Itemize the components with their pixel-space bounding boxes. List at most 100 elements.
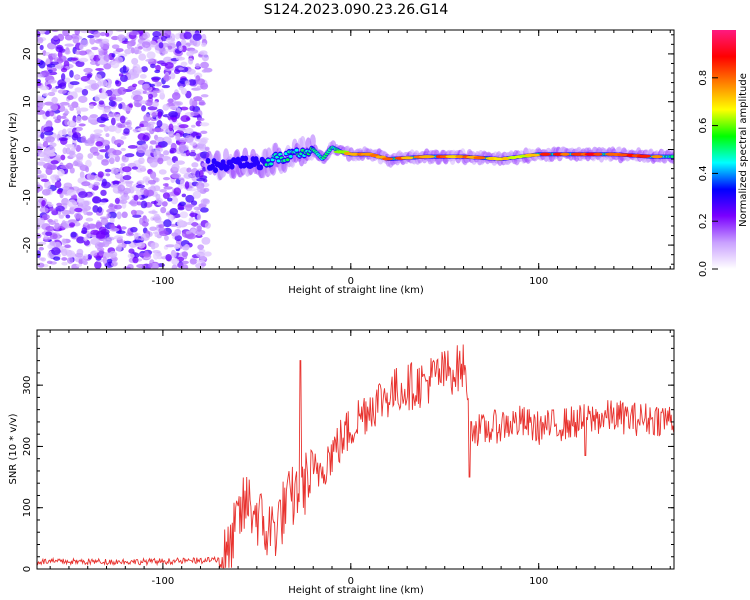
noise-blob bbox=[89, 174, 96, 180]
noise-blob bbox=[103, 63, 112, 70]
noise-blob bbox=[132, 239, 143, 244]
noise-blob bbox=[58, 137, 69, 142]
noise-blob bbox=[66, 189, 76, 196]
noise-blob bbox=[196, 260, 206, 264]
x-tick-label: -100 bbox=[152, 576, 175, 587]
y-tick-label: 20 bbox=[22, 48, 33, 61]
ridge-peak bbox=[381, 157, 394, 161]
noise-blob bbox=[41, 70, 50, 77]
noise-blob bbox=[102, 256, 108, 265]
noise-blob bbox=[91, 234, 97, 238]
noise-blob bbox=[150, 242, 160, 249]
noise-blob bbox=[39, 207, 49, 213]
colorbar-tick-label: 0.6 bbox=[698, 118, 709, 134]
noise-blob bbox=[199, 256, 207, 261]
snr-y-axis-label: SNR (10 * v/v) bbox=[8, 413, 19, 484]
noise-blob bbox=[171, 163, 180, 172]
noise-blob bbox=[115, 230, 126, 235]
noise-blob bbox=[120, 226, 127, 230]
noise-blob bbox=[180, 61, 188, 67]
noise-blob bbox=[86, 223, 97, 229]
noise-blob bbox=[144, 218, 150, 223]
noise-blob bbox=[139, 217, 144, 225]
noise-blob bbox=[119, 199, 128, 204]
snr-x-axis-label: Height of straight line (km) bbox=[288, 585, 424, 596]
noise-blob bbox=[152, 89, 162, 94]
snr-panel: -100 0 100 0 100 200 300 Height of straight li… bbox=[8, 329, 675, 596]
noise-blob bbox=[38, 157, 49, 162]
noise-blob bbox=[45, 225, 55, 232]
noise-blob bbox=[124, 180, 134, 184]
noise-blob bbox=[100, 217, 109, 226]
noise-blob bbox=[142, 31, 151, 39]
noise-blob bbox=[196, 185, 205, 193]
noise-blob bbox=[122, 166, 132, 173]
noise-blob bbox=[189, 105, 196, 112]
noise-blob bbox=[191, 162, 199, 168]
noise-blob bbox=[148, 93, 154, 99]
noise-blob bbox=[204, 146, 210, 151]
y-tick-label: 300 bbox=[22, 376, 33, 395]
noise-blob bbox=[61, 257, 68, 261]
noise-blob bbox=[112, 149, 122, 156]
noise-blob bbox=[45, 136, 55, 143]
noise-blob bbox=[83, 236, 88, 242]
ridge-peak bbox=[473, 156, 486, 160]
noise-blob bbox=[155, 197, 164, 206]
noise-blob bbox=[188, 151, 197, 157]
noise-blob bbox=[196, 135, 201, 140]
noise-blob bbox=[154, 69, 161, 74]
ridge-peak bbox=[539, 152, 552, 156]
noise-blob bbox=[142, 90, 147, 94]
noise-blob bbox=[148, 210, 158, 214]
noise-blob bbox=[129, 68, 137, 76]
noise-blob bbox=[107, 125, 117, 132]
noise-blob bbox=[72, 160, 79, 167]
noise-blob bbox=[143, 122, 152, 127]
noise-blob bbox=[142, 47, 151, 52]
noise-blob bbox=[163, 219, 172, 228]
noise-blob bbox=[74, 87, 84, 93]
noise-blob bbox=[184, 80, 191, 86]
noise-blob bbox=[112, 180, 120, 186]
noise-blob bbox=[183, 172, 193, 179]
ridge-core bbox=[270, 158, 275, 162]
spectrogram-y-axis-label: Frequency (Hz) bbox=[8, 112, 19, 188]
noise-blob bbox=[106, 212, 111, 219]
noise-blob bbox=[42, 141, 49, 148]
noise-blob bbox=[117, 243, 125, 248]
noise-blob bbox=[200, 82, 209, 90]
noise-blob bbox=[199, 207, 209, 213]
noise-blob bbox=[126, 42, 132, 50]
noise-blob bbox=[64, 43, 74, 47]
noise-blob bbox=[69, 81, 80, 86]
noise-blob bbox=[59, 101, 70, 106]
noise-blob bbox=[81, 88, 89, 96]
x-tick-label: 100 bbox=[529, 276, 548, 287]
ridge-core bbox=[288, 155, 293, 159]
noise-blob bbox=[67, 104, 72, 108]
noise-blob bbox=[117, 124, 126, 129]
noise-blob bbox=[111, 53, 116, 58]
noise-blob bbox=[127, 145, 138, 149]
noise-blob bbox=[72, 35, 80, 44]
noise-blob bbox=[73, 221, 81, 227]
noise-blob bbox=[89, 133, 95, 141]
noise-blob bbox=[37, 30, 41, 38]
ridge-core bbox=[258, 164, 264, 171]
noise-blob bbox=[180, 115, 190, 122]
noise-blob bbox=[78, 50, 88, 56]
ridge-core bbox=[294, 148, 299, 152]
noise-blob bbox=[98, 249, 105, 257]
noise-blob bbox=[78, 95, 88, 103]
noise-blob bbox=[151, 77, 160, 83]
noise-blob bbox=[129, 30, 139, 36]
noise-blob bbox=[85, 159, 92, 168]
noise-blob bbox=[74, 212, 82, 219]
noise-blob bbox=[62, 30, 70, 37]
noise-blob bbox=[131, 166, 139, 170]
noise-blob bbox=[141, 66, 148, 73]
noise-blob bbox=[86, 79, 97, 85]
noise-blob bbox=[93, 129, 104, 134]
